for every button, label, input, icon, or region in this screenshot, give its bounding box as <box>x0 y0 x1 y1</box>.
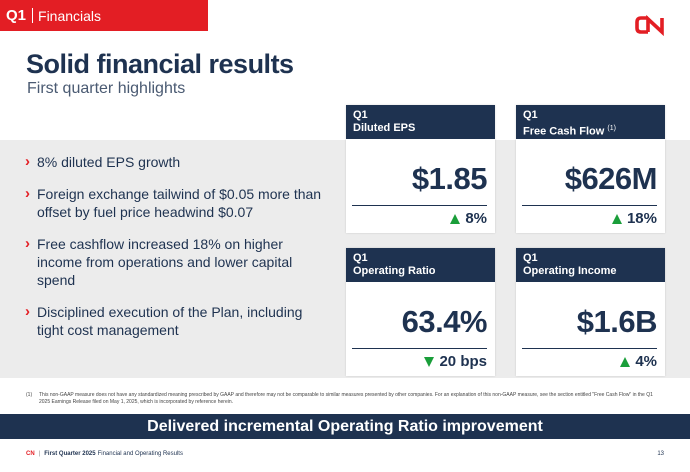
kpi-card-free-cash-flow: Q1 Free Cash Flow (1) $626M 18% <box>516 105 665 233</box>
section-tag: Q1 Financials <box>0 0 208 31</box>
footer-report-title: Financial and Operating Results <box>97 451 183 457</box>
chevron-right-icon: › <box>25 153 30 170</box>
kpi-card-header: Q1 Operating Ratio <box>346 248 495 282</box>
footnote-ref: (1) <box>607 125 616 132</box>
list-item: › Disciplined execution of the Plan, incl… <box>25 303 303 338</box>
kpi-card-header: Q1 Operating Income <box>516 248 665 282</box>
kpi-value: $1.85 <box>411 161 488 196</box>
kpi-change: 8% <box>449 210 487 227</box>
footnote-marker: (1) <box>26 392 33 398</box>
page-number: 13 <box>657 451 664 457</box>
kpi-card-header: Q1 Free Cash Flow (1) <box>516 105 665 139</box>
kpi-card-operating-ratio: Q1 Operating Ratio 63.4% 20 bps <box>346 248 495 376</box>
triangle-up-icon <box>611 213 622 224</box>
page-title: Solid financial results <box>26 49 294 79</box>
summary-banner: Delivered incremental Operating Ratio im… <box>0 414 690 439</box>
section-tag-label: Financials <box>38 7 102 24</box>
highlights-list: › 8% diluted EPS growth › Foreign exchange… <box>25 153 325 353</box>
footer-brand: CN <box>26 451 35 457</box>
divider <box>522 348 657 349</box>
kpi-value: $626M <box>564 161 658 196</box>
triangle-up-icon <box>620 356 631 367</box>
footnote: (1) This non-GAAP measure does not have … <box>26 392 656 406</box>
footer-report-period: First Quarter 2025 <box>44 451 96 457</box>
chevron-right-icon: › <box>25 185 30 202</box>
divider <box>352 205 487 206</box>
chevron-right-icon: › <box>25 235 30 252</box>
footnote-text: This non-GAAP measure does not have any … <box>39 392 653 405</box>
kpi-card-operating-income: Q1 Operating Income $1.6B 4% <box>516 248 665 376</box>
kpi-card-header: Q1 Diluted EPS <box>346 105 495 139</box>
list-item: › Foreign exchange tailwind of $0.05 more… <box>25 185 322 220</box>
triangle-up-icon <box>450 213 461 224</box>
kpi-change: 20 bps <box>423 353 487 370</box>
kpi-value: 63.4% <box>401 304 488 339</box>
slide-footer: CN | First Quarter 2025 Financial and Op… <box>26 451 183 457</box>
section-tag-quarter: Q1 <box>6 7 27 24</box>
divider <box>352 348 487 349</box>
kpi-value: $1.6B <box>576 304 658 339</box>
triangle-down-icon <box>424 356 435 367</box>
cn-logo: CN <box>635 14 664 36</box>
footer-divider: | <box>38 451 41 457</box>
list-item: › Free cashflow increased 18% on higher i… <box>25 235 293 288</box>
divider <box>522 205 657 206</box>
section-tag-divider <box>32 8 34 23</box>
kpi-card-diluted-eps: Q1 Diluted EPS $1.85 8% <box>346 105 495 233</box>
kpi-change: 4% <box>619 353 657 370</box>
kpi-change: 18% <box>611 210 657 227</box>
page-subtitle: First quarter highlights <box>27 80 186 97</box>
list-item: › 8% diluted EPS growth <box>25 153 181 170</box>
chevron-right-icon: › <box>25 303 30 320</box>
